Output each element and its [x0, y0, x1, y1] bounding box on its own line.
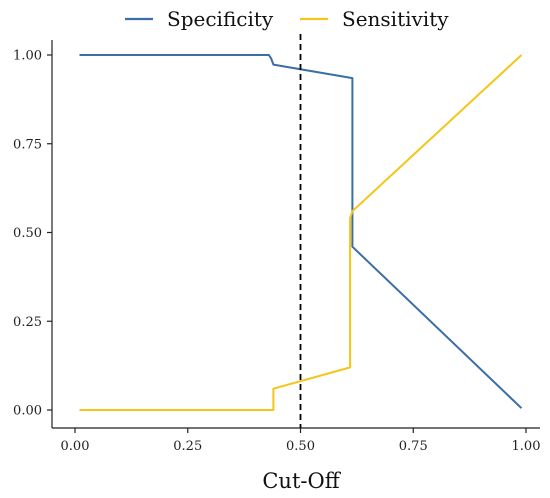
y-tick-label: 1.00 [13, 49, 42, 64]
x-tick-label: 1.00 [512, 439, 541, 454]
series-line-sensitivity [79, 54, 523, 411]
axes: 0.00 0.25 0.50 0.75 1.00 0.00 0.25 0.50 0.75 1.00 [13, 40, 540, 454]
plot-area [79, 34, 523, 428]
legend: Specificity Sensitivity [125, 7, 449, 31]
x-tick-label: 0.50 [286, 439, 315, 454]
legend-label-sensitivity: Sensitivity [342, 7, 449, 31]
y-tick-label: 0.50 [13, 226, 42, 241]
y-tick-label: 0.00 [13, 404, 42, 419]
x-tick-label: 0.75 [399, 439, 428, 454]
y-tick-label: 0.25 [13, 315, 42, 330]
x-axis-title: Cut-Off [262, 469, 341, 493]
x-tick-label: 0.00 [61, 439, 90, 454]
series-line-specificity [79, 54, 523, 409]
x-tick-label: 0.25 [173, 439, 202, 454]
y-tick-label: 0.75 [13, 137, 42, 152]
legend-label-specificity: Specificity [167, 7, 274, 31]
